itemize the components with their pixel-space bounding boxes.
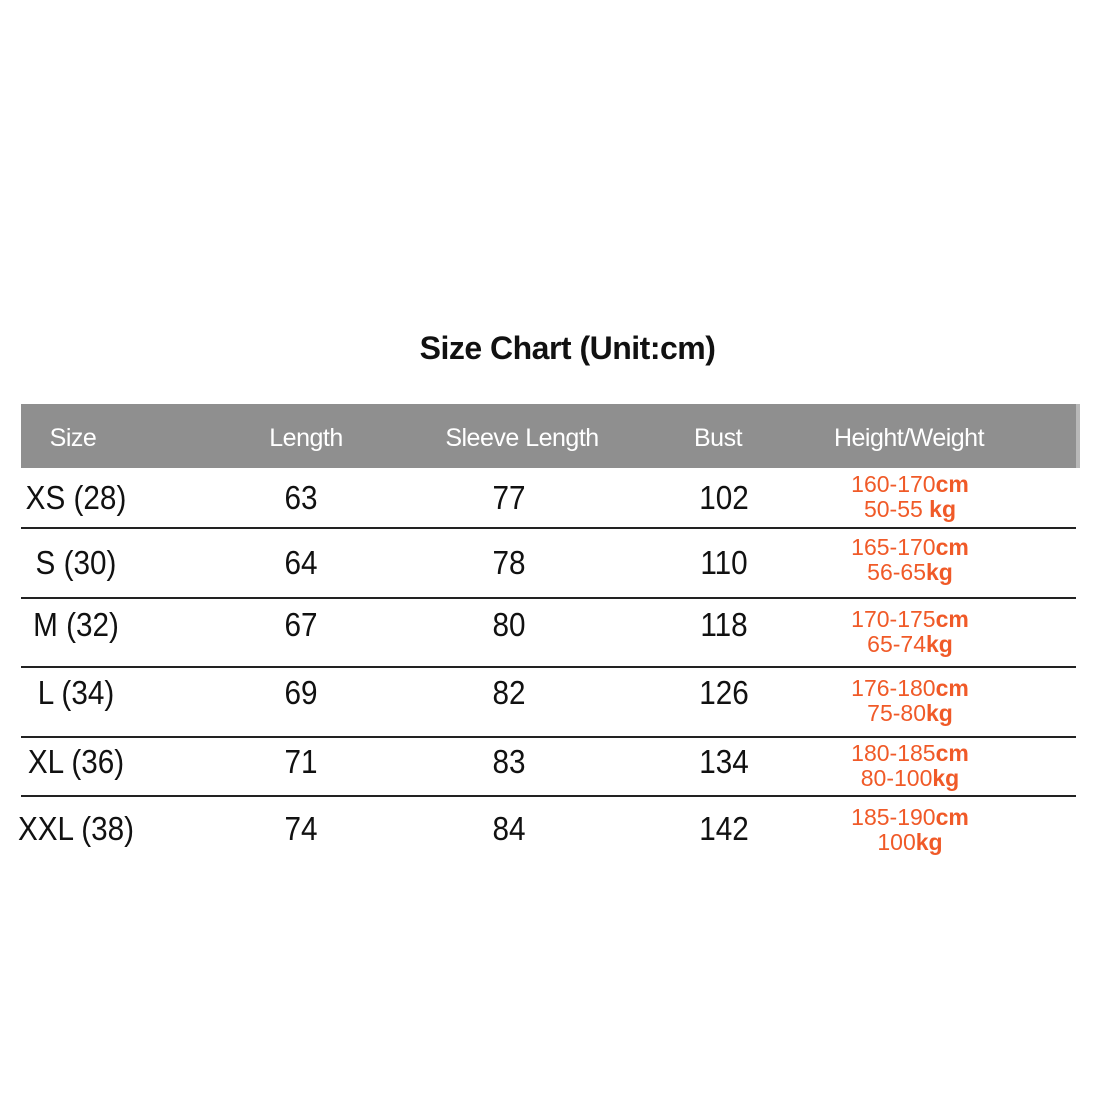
- cell-size: M (32): [33, 606, 119, 643]
- cell-length: 74: [284, 810, 318, 847]
- weight-unit: kg: [932, 765, 960, 791]
- header-edge: [1076, 404, 1080, 468]
- weight-range: 100kg: [851, 830, 969, 855]
- cell-sleeve: 77: [492, 479, 526, 516]
- weight-unit: kg: [925, 700, 953, 726]
- cell-length: 69: [284, 674, 318, 711]
- height-unit: cm: [935, 471, 969, 497]
- row-divider: [21, 736, 1076, 738]
- cell-size: L (34): [37, 674, 115, 711]
- weight-unit: kg: [925, 631, 953, 657]
- weight-unit: kg: [929, 496, 957, 522]
- header-sleeve-length: Sleeve Length: [445, 424, 599, 452]
- height-value: 176-180: [851, 675, 936, 701]
- cell-length: 63: [284, 479, 318, 516]
- weight-value: 50-55: [863, 496, 930, 522]
- cell-size: S (30): [35, 544, 117, 581]
- weight-range: 65-74kg: [851, 632, 969, 657]
- height-unit: cm: [935, 804, 969, 830]
- cell-sleeve: 84: [492, 810, 526, 847]
- cell-height-weight: 185-190cm 100kg: [851, 805, 969, 855]
- cell-height-weight: 180-185cm 80-100kg: [851, 741, 969, 791]
- cell-size: XXL (38): [17, 810, 135, 847]
- cell-bust: 142: [699, 810, 749, 847]
- weight-value: 100: [877, 829, 916, 855]
- height-range: 165-170cm: [851, 535, 969, 560]
- cell-bust: 134: [699, 743, 749, 780]
- height-unit: cm: [935, 675, 969, 701]
- height-value: 160-170: [851, 471, 936, 497]
- height-range: 170-175cm: [851, 607, 969, 632]
- cell-bust: 102: [699, 479, 749, 516]
- height-range: 160-170cm: [851, 472, 969, 497]
- cell-size: XL (36): [27, 743, 125, 780]
- cell-height-weight: 170-175cm 65-74kg: [851, 607, 969, 657]
- weight-range: 80-100kg: [851, 766, 969, 791]
- table-header: Size Length Sleeve Length Bust Height/We…: [21, 404, 1080, 468]
- cell-bust: 126: [699, 674, 749, 711]
- weight-value: 56-65: [867, 559, 926, 585]
- cell-length: 64: [284, 544, 318, 581]
- height-range: 180-185cm: [851, 741, 969, 766]
- cell-bust: 118: [700, 606, 748, 643]
- cell-size: XS (28): [25, 479, 127, 516]
- row-divider: [21, 666, 1076, 668]
- chart-title: Size Chart (Unit:cm): [419, 330, 716, 366]
- weight-unit: kg: [915, 829, 943, 855]
- weight-range: 50-55 kg: [851, 497, 969, 522]
- row-divider: [21, 527, 1076, 529]
- weight-range: 56-65kg: [851, 560, 969, 585]
- cell-bust: 110: [700, 544, 748, 581]
- cell-sleeve: 83: [492, 743, 526, 780]
- header-bust: Bust: [693, 424, 743, 452]
- header-length: Length: [269, 424, 343, 452]
- weight-value: 65-74: [867, 631, 926, 657]
- height-value: 180-185: [851, 740, 936, 766]
- height-value: 165-170: [851, 534, 936, 560]
- weight-value: 80-100: [860, 765, 933, 791]
- cell-height-weight: 160-170cm 50-55 kg: [851, 472, 969, 522]
- height-value: 170-175: [851, 606, 936, 632]
- cell-length: 71: [284, 743, 318, 780]
- height-value: 185-190: [851, 804, 936, 830]
- height-range: 185-190cm: [851, 805, 969, 830]
- cell-length: 67: [284, 606, 318, 643]
- height-unit: cm: [935, 606, 969, 632]
- height-range: 176-180cm: [851, 676, 969, 701]
- height-unit: cm: [935, 534, 969, 560]
- weight-range: 75-80kg: [851, 701, 969, 726]
- cell-sleeve: 82: [492, 674, 526, 711]
- weight-value: 75-80: [867, 700, 926, 726]
- weight-unit: kg: [925, 559, 953, 585]
- cell-sleeve: 80: [492, 606, 526, 643]
- cell-height-weight: 176-180cm 75-80kg: [851, 676, 969, 726]
- cell-height-weight: 165-170cm 56-65kg: [851, 535, 969, 585]
- row-divider: [21, 597, 1076, 599]
- cell-sleeve: 78: [492, 544, 526, 581]
- height-unit: cm: [935, 740, 969, 766]
- header-height-weight: Height/Weight: [833, 424, 985, 452]
- header-size: Size: [49, 424, 97, 452]
- row-divider: [21, 795, 1076, 797]
